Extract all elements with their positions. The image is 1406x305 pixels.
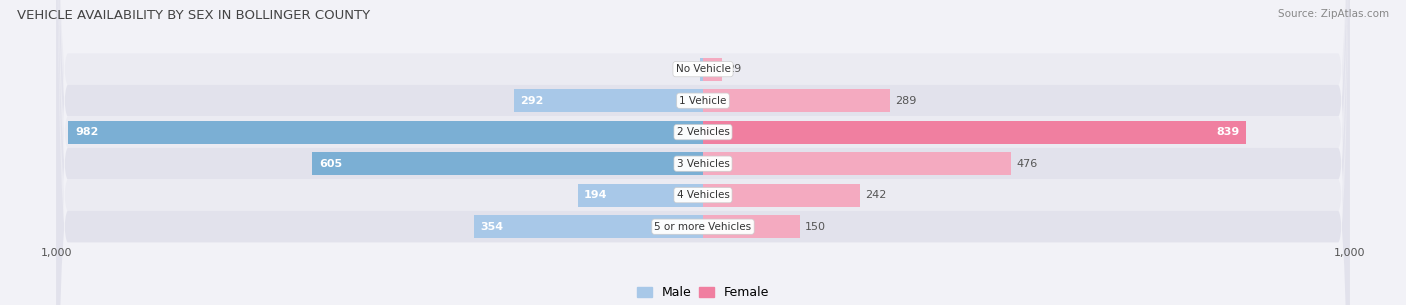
Bar xyxy=(703,215,800,238)
Bar xyxy=(700,58,703,81)
Bar xyxy=(578,184,703,206)
FancyBboxPatch shape xyxy=(56,0,1350,305)
Text: 292: 292 xyxy=(520,96,544,106)
FancyBboxPatch shape xyxy=(56,0,1350,305)
Text: 354: 354 xyxy=(481,222,503,232)
Bar xyxy=(474,215,703,238)
FancyBboxPatch shape xyxy=(56,0,1350,305)
Text: 4: 4 xyxy=(688,64,695,74)
Bar xyxy=(703,58,721,81)
Bar xyxy=(67,121,703,144)
Bar xyxy=(703,121,1246,144)
Text: 150: 150 xyxy=(806,222,827,232)
FancyBboxPatch shape xyxy=(56,0,1350,305)
Legend: Male, Female: Male, Female xyxy=(637,286,769,299)
Text: 29: 29 xyxy=(727,64,741,74)
Text: 194: 194 xyxy=(583,190,607,200)
FancyBboxPatch shape xyxy=(56,0,1350,305)
Bar xyxy=(312,152,703,175)
Bar xyxy=(703,89,890,112)
Bar xyxy=(515,89,703,112)
Text: VEHICLE AVAILABILITY BY SEX IN BOLLINGER COUNTY: VEHICLE AVAILABILITY BY SEX IN BOLLINGER… xyxy=(17,9,370,22)
Text: 982: 982 xyxy=(76,127,98,137)
FancyBboxPatch shape xyxy=(56,0,1350,305)
Bar xyxy=(703,184,859,206)
Text: Source: ZipAtlas.com: Source: ZipAtlas.com xyxy=(1278,9,1389,19)
Text: 476: 476 xyxy=(1017,159,1038,169)
Text: 5 or more Vehicles: 5 or more Vehicles xyxy=(654,222,752,232)
Text: 605: 605 xyxy=(319,159,343,169)
Text: 289: 289 xyxy=(896,96,917,106)
Text: 4 Vehicles: 4 Vehicles xyxy=(676,190,730,200)
Text: 3 Vehicles: 3 Vehicles xyxy=(676,159,730,169)
Text: No Vehicle: No Vehicle xyxy=(675,64,731,74)
Text: 242: 242 xyxy=(865,190,886,200)
Bar xyxy=(703,152,1011,175)
Text: 839: 839 xyxy=(1216,127,1239,137)
Text: 2 Vehicles: 2 Vehicles xyxy=(676,127,730,137)
Text: 1 Vehicle: 1 Vehicle xyxy=(679,96,727,106)
